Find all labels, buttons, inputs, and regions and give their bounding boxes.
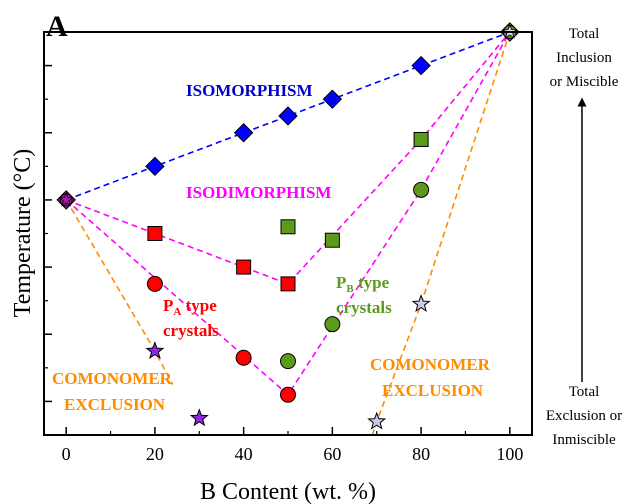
pb_circles-point-1 bbox=[324, 316, 341, 333]
x-tick-label: 80 bbox=[412, 444, 430, 464]
exclusion-right-line1: COMONOMER bbox=[370, 355, 491, 374]
x-tick-label: 60 bbox=[323, 444, 341, 464]
x-axis-label: B Content (wt. %) bbox=[200, 479, 376, 504]
pb_squares-point-1 bbox=[324, 232, 340, 248]
side-top-line1: Total bbox=[569, 26, 600, 42]
pa_circles-point-0 bbox=[146, 275, 163, 292]
isomorphism-point-4 bbox=[322, 89, 343, 109]
comonomer-exclusion-right: COMONOMER EXCLUSION bbox=[370, 355, 491, 400]
exclusion-right-line2: EXCLUSION bbox=[382, 381, 484, 400]
side-top-line2: Inclusion bbox=[556, 50, 612, 66]
dashed-line-4 bbox=[371, 31, 511, 436]
x-tick-label: 100 bbox=[496, 444, 523, 464]
purple_stars-point-1 bbox=[189, 408, 209, 427]
side-bottom-line3: Inmiscible bbox=[552, 432, 616, 448]
comonomer-exclusion-left: COMONOMER EXCLUSION bbox=[52, 369, 173, 414]
y-axis-label: Temperature (°C) bbox=[10, 149, 36, 318]
purple_stars-point-0 bbox=[145, 341, 165, 360]
lavender_stars-point-1 bbox=[411, 294, 431, 313]
side-label-top: Total Inclusion or Miscible bbox=[550, 26, 619, 90]
isomorphism-point-1 bbox=[145, 156, 165, 177]
pa-label-line2: crystals bbox=[163, 321, 219, 340]
svg-text:PB type: PB type bbox=[336, 273, 390, 295]
dashed-line-1 bbox=[65, 31, 511, 285]
exclusion-left-line1: COMONOMER bbox=[52, 369, 173, 388]
pa_circles-point-2 bbox=[280, 386, 296, 403]
isomorphism-point-3 bbox=[278, 106, 298, 126]
x-tick-label: 20 bbox=[146, 444, 164, 464]
pb-crystals-label: PB type crystals bbox=[336, 273, 392, 317]
pa-label-rest: type bbox=[181, 296, 217, 315]
pa-label-sub: A bbox=[173, 306, 181, 318]
lavender_stars-point-0 bbox=[367, 411, 387, 430]
side-top-line3: or Miscible bbox=[550, 74, 619, 90]
isomorphism-point-2 bbox=[233, 123, 254, 143]
side-bottom-line2: Exclusion or bbox=[546, 408, 622, 424]
pb-label-rest: type bbox=[354, 273, 390, 292]
data-points bbox=[56, 22, 520, 430]
isodimorphism-label: ISODIMORPHISM bbox=[186, 183, 331, 202]
isomorphism-point-5 bbox=[411, 55, 431, 76]
pb_squares-point-0 bbox=[280, 219, 296, 235]
side-bottom-line1: Total bbox=[569, 384, 600, 400]
panel-label: A bbox=[46, 10, 68, 43]
pa_squares-point-1 bbox=[236, 259, 252, 275]
pb-label-p: P bbox=[336, 273, 346, 292]
axis-ticks: 0 20 40 60 80 100 bbox=[44, 31, 523, 464]
pb_circles-point-0 bbox=[280, 353, 296, 370]
pb_squares-point-2 bbox=[413, 131, 429, 147]
dashed-line-2 bbox=[65, 31, 511, 396]
pa_squares-point-0 bbox=[147, 226, 163, 241]
pa_squares-point-2 bbox=[280, 276, 296, 292]
pa_circles-point-1 bbox=[235, 349, 252, 366]
pa-label-p: P bbox=[163, 296, 173, 315]
pb-label-line2: crystals bbox=[336, 298, 392, 317]
pb_circles-point-2 bbox=[413, 181, 430, 198]
side-label-bottom: Total Exclusion or Inmiscible bbox=[546, 384, 622, 448]
svg-text:PA type: PA type bbox=[163, 296, 217, 318]
pb-label-sub: B bbox=[346, 283, 354, 295]
isomorphism-label: ISOMORPHISM bbox=[186, 81, 313, 100]
left-endpoint-star bbox=[58, 191, 74, 207]
pa-crystals-label: PA type crystals bbox=[163, 296, 219, 340]
exclusion-left-line2: EXCLUSION bbox=[64, 395, 166, 414]
x-tick-label: 0 bbox=[62, 444, 71, 464]
x-tick-label: 40 bbox=[235, 444, 253, 464]
